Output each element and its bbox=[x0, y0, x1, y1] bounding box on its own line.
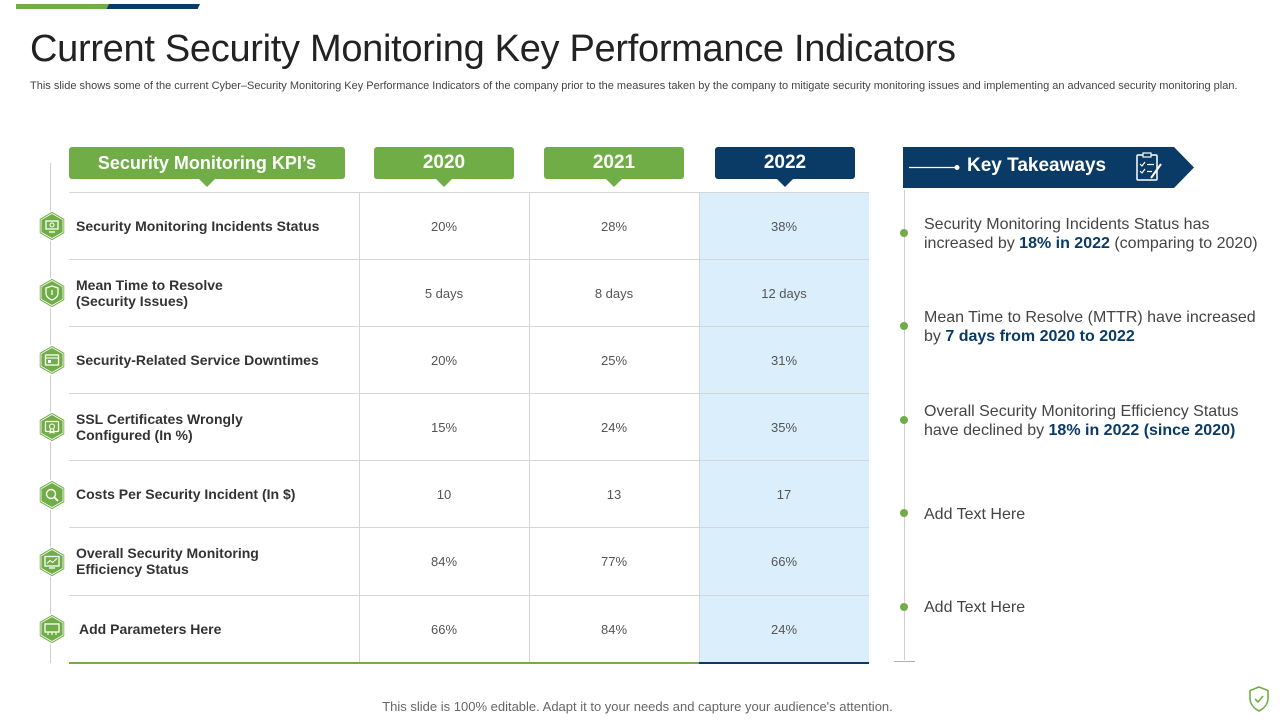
takeaway-bullet bbox=[900, 322, 908, 330]
table-row: Costs Per Security Incident (In $) 10 13… bbox=[69, 460, 869, 527]
kpi-label: Security Monitoring Incidents Status bbox=[76, 218, 320, 234]
takeaway-item: Overall Security Monitoring Efficiency S… bbox=[924, 403, 1239, 439]
table-row: Add Parameters Here 66% 84% 24% bbox=[69, 595, 869, 662]
cell-2020: 20% bbox=[430, 219, 458, 234]
monitor-gear-icon bbox=[38, 210, 66, 242]
header-2020: 2020 bbox=[374, 147, 514, 187]
takeaway-bullet bbox=[900, 416, 908, 424]
cell-2020: 66% bbox=[430, 622, 458, 637]
key-takeaways-title: Key Takeaways bbox=[967, 155, 1107, 176]
checklist-icon bbox=[1136, 152, 1162, 181]
shield-icon bbox=[38, 277, 66, 309]
cell-2022: 12 days bbox=[761, 286, 807, 301]
footer-note: This slide is 100% editable. Adapt it to… bbox=[382, 699, 893, 714]
table-row: Overall Security Monitoring Efficiency S… bbox=[69, 527, 869, 594]
takeaway-bullet bbox=[900, 509, 908, 517]
table-row: Mean Time to Resolve (Security Issues) 5… bbox=[69, 259, 869, 326]
takeaway-item: Add Text Here bbox=[924, 599, 1026, 616]
takeaway-item: Security Monitoring Incidents Status has… bbox=[924, 216, 1258, 252]
certificate-icon bbox=[38, 411, 66, 443]
takeaways-timeline-base bbox=[894, 661, 915, 662]
cell-2021: 84% bbox=[600, 622, 628, 637]
takeaway-bullet bbox=[900, 603, 908, 611]
cell-2020: 10 bbox=[436, 487, 452, 502]
cell-2020: 5 days bbox=[424, 286, 464, 301]
header-2022: 2022 bbox=[715, 147, 855, 187]
cell-2021: 24% bbox=[600, 420, 628, 435]
cell-2022: 38% bbox=[770, 219, 798, 234]
header-kpi: Security Monitoring KPI’s bbox=[69, 147, 345, 187]
cell-2020: 20% bbox=[430, 353, 458, 368]
kpi-label: Overall Security Monitoring Efficiency S… bbox=[76, 545, 259, 577]
takeaways-timeline bbox=[904, 190, 905, 660]
cell-2022: 66% bbox=[770, 554, 798, 569]
cell-2020: 15% bbox=[430, 420, 458, 435]
table-bottom-rule-highlight bbox=[699, 662, 869, 664]
cell-2022: 35% bbox=[770, 420, 798, 435]
kpi-label: SSL Certificates Wrongly Configured (In … bbox=[76, 411, 243, 443]
page-title: Current Security Monitoring Key Performa… bbox=[30, 28, 956, 70]
server-icon bbox=[38, 344, 66, 376]
cell-2021: 8 days bbox=[594, 286, 634, 301]
table-bottom-rule bbox=[69, 662, 699, 664]
highlight-column-2022 bbox=[699, 192, 869, 663]
cell-2022: 31% bbox=[770, 353, 798, 368]
kpi-label: Costs Per Security Incident (In $) bbox=[76, 486, 296, 502]
network-icon bbox=[38, 613, 66, 645]
page-subtitle: This slide shows some of the current Cyb… bbox=[30, 80, 1238, 92]
cell-2021: 28% bbox=[600, 219, 628, 234]
cell-2020: 84% bbox=[430, 554, 458, 569]
magnifier-icon bbox=[38, 479, 66, 511]
column-divider bbox=[529, 192, 530, 663]
takeaway-bullet bbox=[900, 229, 908, 237]
top-accent-blue bbox=[106, 4, 200, 9]
cell-2022: 17 bbox=[776, 487, 792, 502]
cell-2021: 77% bbox=[600, 554, 628, 569]
kpi-label: Mean Time to Resolve (Security Issues) bbox=[76, 277, 223, 309]
header-2021: 2021 bbox=[544, 147, 684, 187]
cell-2022: 24% bbox=[770, 622, 798, 637]
top-accent-green bbox=[16, 4, 109, 9]
key-takeaways-banner bbox=[903, 147, 1194, 188]
shield-logo-icon bbox=[1249, 686, 1269, 712]
cell-2021: 13 bbox=[606, 487, 622, 502]
table-row: Security Monitoring Incidents Status 20%… bbox=[69, 192, 869, 259]
table-row: SSL Certificates Wrongly Configured (In … bbox=[69, 393, 869, 460]
takeaway-item: Mean Time to Resolve (MTTR) have increas… bbox=[924, 309, 1256, 345]
takeaway-item: Add Text Here bbox=[924, 506, 1026, 523]
table-row: Security-Related Service Downtimes 20% 2… bbox=[69, 326, 869, 393]
kpi-label: Add Parameters Here bbox=[79, 621, 222, 637]
dashboard-icon bbox=[38, 546, 66, 578]
kpi-label: Security-Related Service Downtimes bbox=[76, 352, 319, 368]
column-divider bbox=[699, 192, 700, 663]
column-divider bbox=[359, 192, 360, 663]
cell-2021: 25% bbox=[600, 353, 628, 368]
